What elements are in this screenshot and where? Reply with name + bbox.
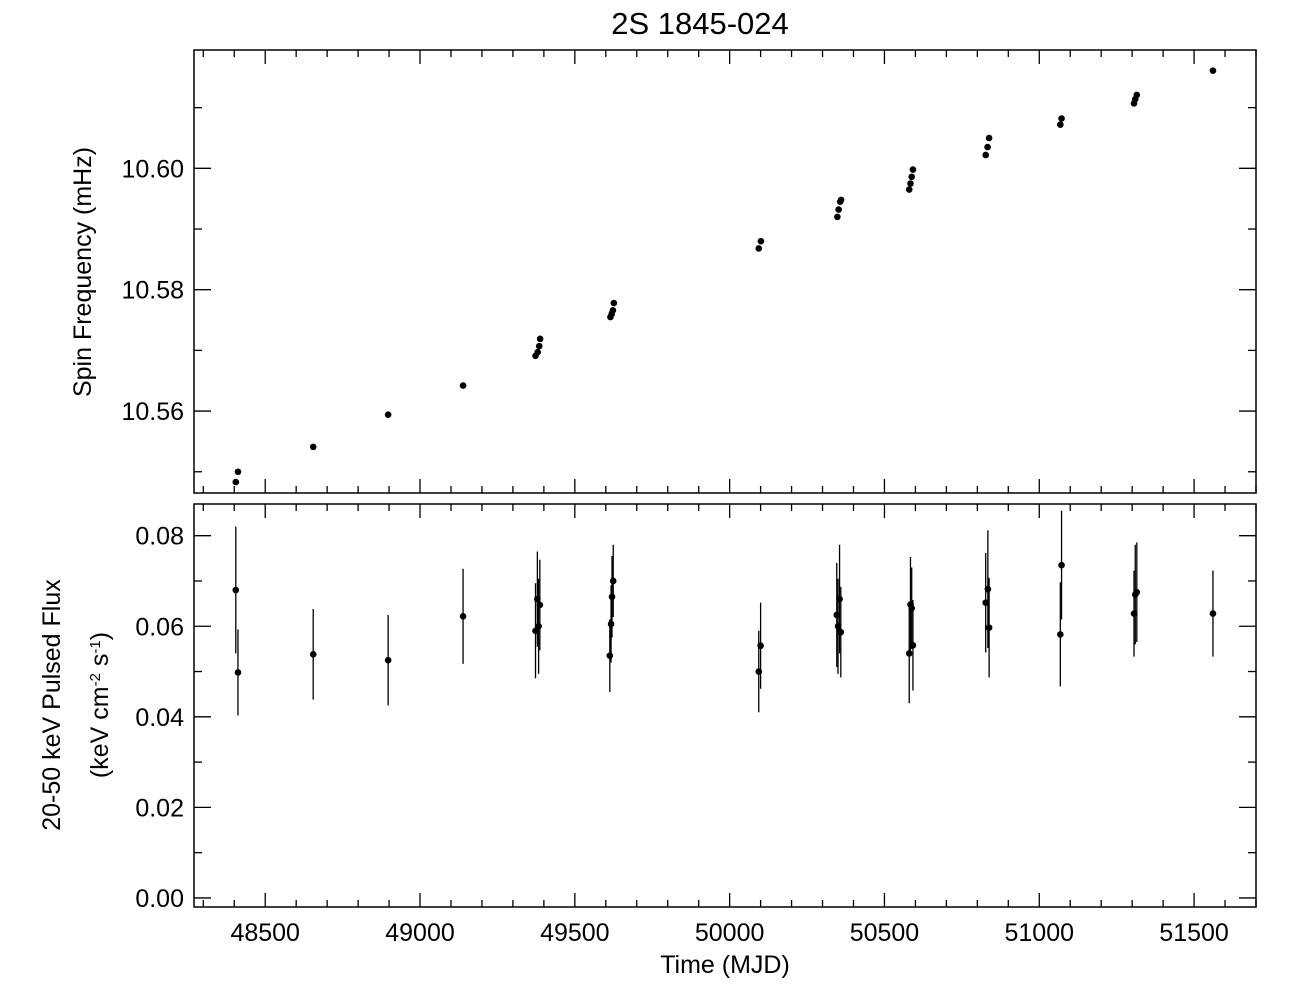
x-tick-label: 50000 <box>695 919 765 947</box>
data-point <box>985 134 993 142</box>
data-point <box>757 642 764 650</box>
y-tick-label: 10.56 <box>121 398 184 426</box>
data-point <box>234 468 242 476</box>
data-point <box>982 599 990 607</box>
data-point <box>837 628 845 636</box>
x-tick-label: 50500 <box>850 919 920 947</box>
data-point <box>609 577 617 585</box>
pulsed-flux-error-bars <box>235 510 1214 716</box>
bottom-y-axis-label: 20-50 keV Pulsed Flux <box>38 579 66 831</box>
data-point <box>536 335 544 343</box>
chart-title: 2S 1845-024 <box>611 6 789 41</box>
y-tick-label: 10.60 <box>121 155 184 183</box>
data-point <box>309 651 317 658</box>
data-point <box>1133 588 1141 596</box>
data-point <box>1209 610 1217 617</box>
data-point <box>232 478 240 486</box>
data-point <box>834 213 841 221</box>
x-tick-label: 49000 <box>385 919 455 947</box>
x-tick-label: 49500 <box>540 919 610 947</box>
data-point <box>1133 91 1141 99</box>
top-y-axis-label: Spin Frequency (mHz) <box>69 147 97 397</box>
data-point <box>534 348 541 356</box>
data-point <box>459 612 467 620</box>
data-point <box>536 601 544 609</box>
y-tick-label: 0.08 <box>135 523 184 551</box>
data-point <box>309 443 317 451</box>
data-point <box>836 595 843 603</box>
top-axis-ticks <box>194 50 1257 493</box>
data-point <box>384 656 392 664</box>
x-tick-label: 51000 <box>1004 919 1074 947</box>
bottom-plot-frame <box>193 503 1257 908</box>
x-tick-label: 48500 <box>230 919 300 947</box>
data-point <box>834 622 842 630</box>
bottom-y-tick-labels: 0.00 0.02 0.04 0.06 0.08 <box>135 523 184 913</box>
spin-frequency-points <box>232 67 1217 486</box>
y-tick-label: 0.04 <box>135 704 184 732</box>
data-point <box>984 143 991 151</box>
data-point <box>535 342 543 350</box>
data-point <box>757 237 765 245</box>
data-point <box>610 299 618 307</box>
data-point <box>837 196 845 204</box>
bottom-axis-ticks <box>194 504 1257 907</box>
x-tick-label: 51500 <box>1159 919 1229 947</box>
data-point <box>985 624 993 631</box>
data-point <box>909 641 917 649</box>
data-point <box>1057 631 1064 638</box>
y-tick-label: 0.06 <box>135 613 184 641</box>
data-point <box>384 411 392 419</box>
data-point <box>905 650 913 657</box>
spin-frequency-panel: 10.56 10.58 10.60 Spin Frequency (mHz) <box>69 49 1257 494</box>
y-tick-label: 0.00 <box>135 885 184 913</box>
x-axis-label: Time (MJD) <box>660 951 790 979</box>
data-point <box>234 669 242 676</box>
data-point <box>755 245 763 252</box>
data-point <box>833 611 841 619</box>
data-point <box>459 382 467 389</box>
data-point <box>1130 610 1138 617</box>
data-point <box>534 595 541 603</box>
bottom-y-axis-units: (keV cm-2 s-1) <box>86 632 114 778</box>
data-point <box>609 307 617 314</box>
data-point <box>835 206 842 213</box>
data-point <box>232 586 240 594</box>
y-tick-label: 10.58 <box>121 277 184 305</box>
data-point <box>607 620 615 628</box>
data-point <box>1058 561 1065 569</box>
data-point <box>909 166 917 173</box>
pulsed-flux-panel: 0.00 0.02 0.04 0.06 0.08 20-50 keV Pulsed Fl… <box>38 503 1257 913</box>
pulsed-flux-points <box>232 561 1217 676</box>
data-point <box>908 173 916 181</box>
data-point <box>907 180 914 187</box>
data-point <box>606 652 614 659</box>
data-point <box>905 186 913 193</box>
data-point <box>755 668 763 675</box>
top-plot-frame <box>193 49 1257 494</box>
data-point <box>1057 121 1064 128</box>
x-tick-labels: 48500 49000 49500 50000 50500 51000 51500 <box>230 919 1228 947</box>
top-y-tick-labels: 10.56 10.58 10.60 <box>121 155 184 426</box>
data-point <box>982 151 990 159</box>
data-point <box>1209 67 1217 74</box>
data-point <box>908 604 916 612</box>
data-point <box>608 593 616 601</box>
data-point <box>984 585 992 593</box>
y-tick-label: 0.02 <box>135 794 184 822</box>
data-point <box>535 622 542 630</box>
data-point <box>1058 115 1065 122</box>
